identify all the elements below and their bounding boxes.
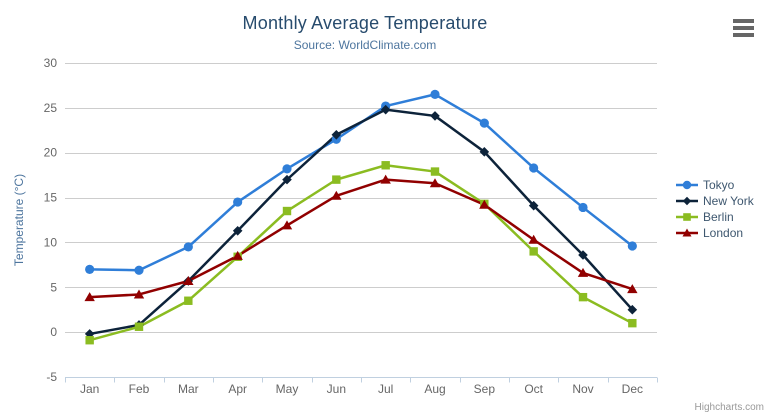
series-line-tokyo[interactable] <box>88 93 634 272</box>
legend-label: Tokyo <box>703 178 735 192</box>
series-marker-london[interactable] <box>479 199 490 209</box>
hamburger-icon <box>733 19 754 23</box>
x-axis-label: Dec <box>622 382 643 396</box>
legend-marker-circle-icon <box>676 180 698 190</box>
series-marker-london[interactable] <box>281 220 293 230</box>
series-marker-tokyo[interactable] <box>282 164 292 174</box>
series-line-new-york[interactable] <box>88 108 634 336</box>
y-axis-label: 20 <box>44 146 58 160</box>
x-axis-label: Mar <box>178 382 199 396</box>
series-marker-tokyo[interactable] <box>578 202 588 213</box>
legend-item-tokyo[interactable]: Tokyo <box>676 177 754 193</box>
series-marker-new-york[interactable] <box>528 200 539 211</box>
series-marker-new-york[interactable] <box>430 111 440 121</box>
legend: Tokyo New York Berlin London <box>676 177 754 241</box>
series-line-london[interactable] <box>88 178 634 299</box>
y-axis-label: 5 <box>50 280 57 294</box>
y-axis-label: 25 <box>44 101 58 115</box>
series-marker-london[interactable] <box>183 276 194 286</box>
series-marker-tokyo[interactable] <box>430 89 440 99</box>
y-axis-label: 0 <box>50 325 57 339</box>
series-marker-london[interactable] <box>331 190 342 200</box>
legend-item-new-york[interactable]: New York <box>676 193 754 209</box>
x-axis-label: Oct <box>524 382 543 396</box>
x-axis-label: Feb <box>129 382 150 396</box>
series-marker-new-york[interactable] <box>380 104 391 115</box>
export-menu-button[interactable] <box>731 16 757 40</box>
series-line-berlin[interactable] <box>88 164 634 342</box>
series-marker-berlin[interactable] <box>134 322 144 331</box>
series-marker-berlin[interactable] <box>282 206 292 216</box>
series-marker-tokyo[interactable] <box>479 118 489 128</box>
series-marker-new-york[interactable] <box>282 174 292 185</box>
series-marker-tokyo[interactable] <box>134 265 144 275</box>
x-axis-label: Aug <box>424 382 445 396</box>
series-marker-tokyo[interactable] <box>183 242 193 252</box>
y-axis-title: Temperature (°C) <box>12 173 26 267</box>
y-axis-label: -5 <box>46 370 57 384</box>
series-marker-london[interactable] <box>429 178 441 188</box>
y-axis-label: 10 <box>44 235 58 249</box>
series-marker-berlin[interactable] <box>381 161 390 170</box>
series-marker-london[interactable] <box>627 284 638 294</box>
series-marker-new-york[interactable] <box>578 250 588 260</box>
series-marker-berlin[interactable] <box>529 247 538 256</box>
series-marker-london[interactable] <box>232 250 243 260</box>
series-marker-berlin[interactable] <box>184 296 193 305</box>
x-axis-label: May <box>276 382 299 396</box>
legend-marker-square-icon <box>676 213 698 221</box>
series-marker-new-york[interactable] <box>84 329 95 339</box>
x-axis-label: Nov <box>572 382 593 396</box>
x-axis-label: Jun <box>327 382 346 396</box>
series-marker-london[interactable] <box>380 174 391 184</box>
chart-title: Monthly Average Temperature <box>242 13 488 33</box>
legend-label: Berlin <box>703 210 734 224</box>
y-axis-label: 15 <box>44 191 58 205</box>
legend-marker-triangle-icon <box>676 228 698 237</box>
x-axis-label: Jan <box>80 382 99 396</box>
series-marker-tokyo[interactable] <box>529 163 539 173</box>
series-marker-new-york[interactable] <box>232 225 243 236</box>
series-marker-london[interactable] <box>84 292 95 302</box>
series-marker-tokyo[interactable] <box>85 264 95 274</box>
series-marker-berlin[interactable] <box>628 318 637 328</box>
series-marker-london[interactable] <box>133 289 145 299</box>
highcharts-credit[interactable]: Highcharts.com <box>694 402 764 413</box>
series-marker-london[interactable] <box>528 234 539 244</box>
legend-label: New York <box>703 194 754 208</box>
series-marker-new-york[interactable] <box>479 147 490 157</box>
series-marker-berlin[interactable] <box>578 292 588 302</box>
series-marker-tokyo[interactable] <box>627 241 637 251</box>
y-axis-label: 30 <box>44 56 58 70</box>
series-marker-new-york[interactable] <box>331 129 342 140</box>
series-marker-tokyo[interactable] <box>233 197 243 207</box>
legend-label: London <box>703 226 744 240</box>
legend-item-berlin[interactable]: Berlin <box>676 209 754 225</box>
legend-marker-diamond-icon <box>676 196 698 206</box>
series-marker-new-york[interactable] <box>627 304 638 315</box>
chart-subtitle: Source: WorldClimate.com <box>293 38 437 52</box>
x-axis-label: Apr <box>228 382 247 396</box>
series-marker-berlin[interactable] <box>332 175 341 184</box>
series-marker-berlin[interactable] <box>85 336 94 345</box>
x-axis-label: Jul <box>378 382 393 396</box>
series-marker-berlin[interactable] <box>430 167 440 176</box>
legend-item-london[interactable]: London <box>676 225 754 241</box>
x-axis-label: Sep <box>474 382 496 396</box>
series-marker-london[interactable] <box>577 267 589 277</box>
